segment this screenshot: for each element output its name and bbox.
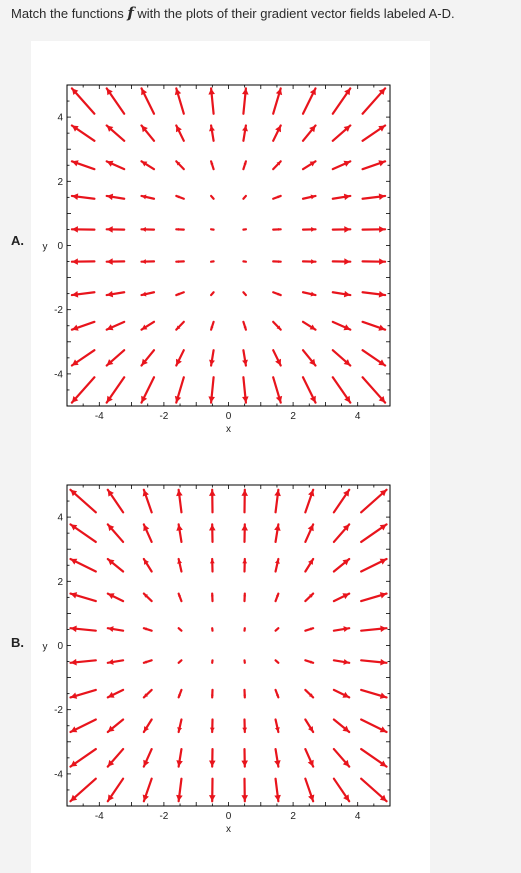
plot-b-label: B. <box>11 635 24 650</box>
plot-a-label: A. <box>11 233 24 248</box>
question-text: Match the functions f with the plots of … <box>11 4 455 22</box>
question-prefix: Match the functions <box>11 6 128 21</box>
function-symbol: f <box>127 4 134 22</box>
question-suffix: with the plots of their gradient vector … <box>133 6 455 21</box>
plots-panel <box>31 41 430 873</box>
